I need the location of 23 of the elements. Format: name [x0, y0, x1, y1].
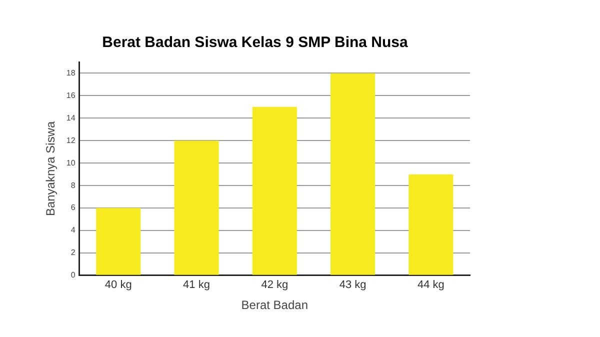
x-tick-label: 44 kg: [417, 279, 444, 292]
x-tick-label: 41 kg: [183, 279, 210, 292]
y-tick-label: 14: [66, 113, 76, 122]
y-tick-label: 12: [66, 136, 76, 145]
y-tick-label: 10: [66, 158, 76, 168]
y-axis-title: Banyaknya Siswa: [44, 121, 58, 216]
bar: [330, 73, 376, 275]
bar: [252, 106, 297, 275]
x-tick-label: 40 kg: [104, 279, 132, 292]
x-tick-label: 42 kg: [261, 279, 288, 292]
y-tick-label: 4: [70, 226, 76, 235]
y-tick-label: 16: [66, 90, 76, 100]
y-tick-label: 0: [70, 270, 76, 280]
bar: [174, 140, 219, 275]
x-tick-label: 43 kg: [339, 279, 366, 292]
y-tick-label: 8: [70, 180, 76, 190]
y-tick-label: 18: [66, 68, 76, 78]
y-tick-label: 2: [70, 248, 76, 258]
x-axis-title: Berat Badan: [241, 298, 308, 312]
chart-title: Berat Badan Siswa Kelas 9 SMP Bina Nusa: [102, 34, 408, 52]
bar: [96, 208, 141, 275]
bar: [408, 174, 454, 275]
y-tick-label: 6: [70, 203, 76, 212]
